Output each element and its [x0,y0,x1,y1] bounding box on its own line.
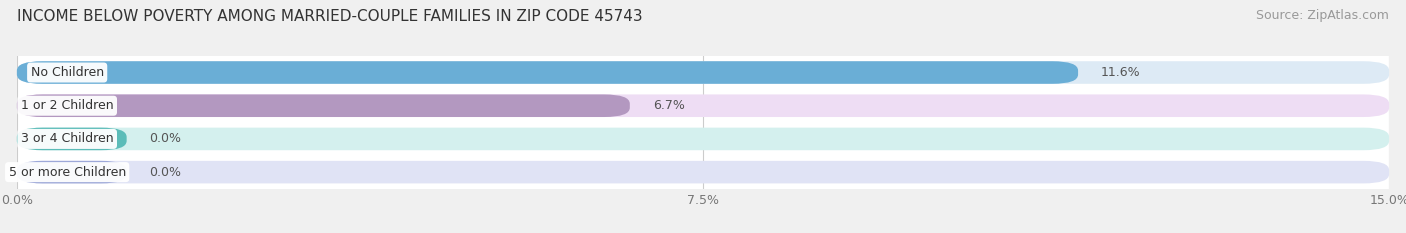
Text: 5 or more Children: 5 or more Children [8,166,125,179]
Text: 3 or 4 Children: 3 or 4 Children [21,132,114,145]
Text: Source: ZipAtlas.com: Source: ZipAtlas.com [1256,9,1389,22]
FancyBboxPatch shape [17,128,127,150]
Text: INCOME BELOW POVERTY AMONG MARRIED-COUPLE FAMILIES IN ZIP CODE 45743: INCOME BELOW POVERTY AMONG MARRIED-COUPL… [17,9,643,24]
FancyBboxPatch shape [17,94,630,117]
FancyBboxPatch shape [17,161,127,183]
Text: 0.0%: 0.0% [149,132,181,145]
Text: 0.0%: 0.0% [149,166,181,179]
FancyBboxPatch shape [17,61,1389,84]
FancyBboxPatch shape [17,161,1389,183]
Text: No Children: No Children [31,66,104,79]
Text: 1 or 2 Children: 1 or 2 Children [21,99,114,112]
FancyBboxPatch shape [17,94,1389,117]
Text: 11.6%: 11.6% [1101,66,1140,79]
Text: 6.7%: 6.7% [652,99,685,112]
FancyBboxPatch shape [17,128,1389,150]
FancyBboxPatch shape [17,61,1078,84]
